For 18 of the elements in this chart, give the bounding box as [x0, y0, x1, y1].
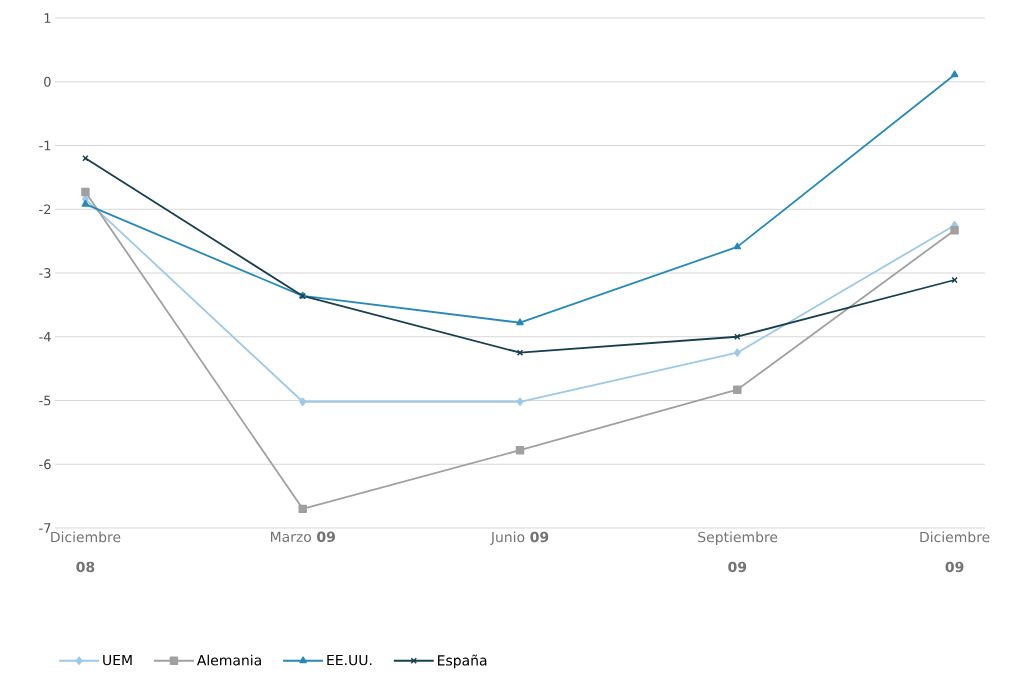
x-tick-label: Septiembre 09 — [698, 531, 778, 573]
legend-label: EE.UU. — [327, 654, 372, 666]
y-tick-label: -2 — [39, 204, 51, 215]
y-tick-label: 1 — [44, 13, 51, 23]
legend-label: España — [438, 654, 487, 669]
y-tick-label: 0 — [44, 76, 51, 87]
x-tick-label: Marzo 09 — [270, 531, 335, 543]
y-tick-label: -1 — [39, 140, 51, 151]
legend-label: Alemania — [196, 654, 261, 666]
y-tick-label: -4 — [39, 332, 51, 342]
category-label: Diciembre 09 — [920, 531, 990, 573]
legend-label: UEM — [103, 654, 132, 666]
y-tick-label: -3 — [39, 268, 51, 278]
category-label: Diciembre 08 — [51, 531, 121, 573]
y-tick-label: -7 — [39, 523, 51, 533]
y-tick-label: -5 — [39, 395, 51, 406]
y-tick-label: -6 — [39, 459, 51, 470]
x-tick-label: Junio 09 — [490, 531, 549, 545]
